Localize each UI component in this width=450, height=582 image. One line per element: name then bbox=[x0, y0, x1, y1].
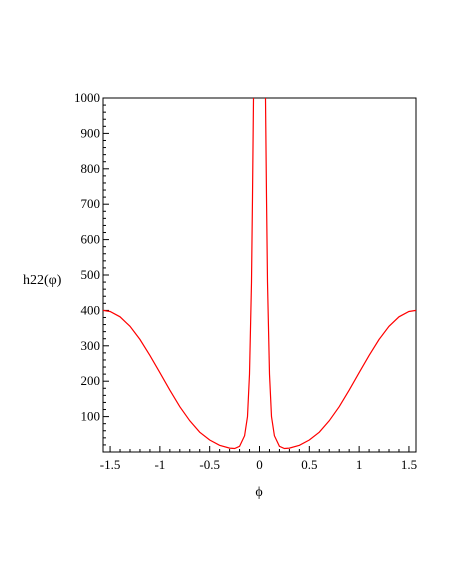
x-axis-label: ϕ bbox=[255, 485, 262, 500]
x-tick-label: -0.5 bbox=[199, 457, 220, 472]
y-tick-label: 600 bbox=[81, 232, 101, 247]
series-line bbox=[102, 97, 255, 450]
x-tick-label: 1 bbox=[356, 457, 363, 472]
y-tick-label: 800 bbox=[81, 161, 101, 176]
y-tick-label: 400 bbox=[81, 302, 101, 317]
y-tick-label: 900 bbox=[81, 125, 101, 140]
x-axis-ticks: -1.5 -1 -0.5 0 0.5 1 1.5 bbox=[100, 446, 417, 472]
x-tick-label: 1.5 bbox=[401, 457, 417, 472]
y-tick-label: 200 bbox=[81, 373, 101, 388]
y-axis-label: h22(φ) bbox=[23, 273, 62, 288]
x-tick-label: -1.5 bbox=[100, 457, 121, 472]
x-tick-label: -1 bbox=[154, 457, 165, 472]
y-axis-ticks: 100 200 300 400 500 600 700 800 900 1000 bbox=[74, 90, 109, 446]
y-tick-label: 300 bbox=[81, 338, 101, 353]
y-tick-label: 100 bbox=[81, 409, 101, 424]
x-tick-label: 0 bbox=[256, 457, 263, 472]
series-layer bbox=[102, 97, 417, 450]
y-tick-label: 500 bbox=[81, 267, 101, 282]
plot-frame bbox=[102, 97, 417, 453]
y-tick-label: 1000 bbox=[74, 90, 100, 105]
series-line bbox=[264, 97, 417, 450]
y-tick-label: 700 bbox=[81, 196, 101, 211]
x-tick-label: 0.5 bbox=[301, 457, 317, 472]
